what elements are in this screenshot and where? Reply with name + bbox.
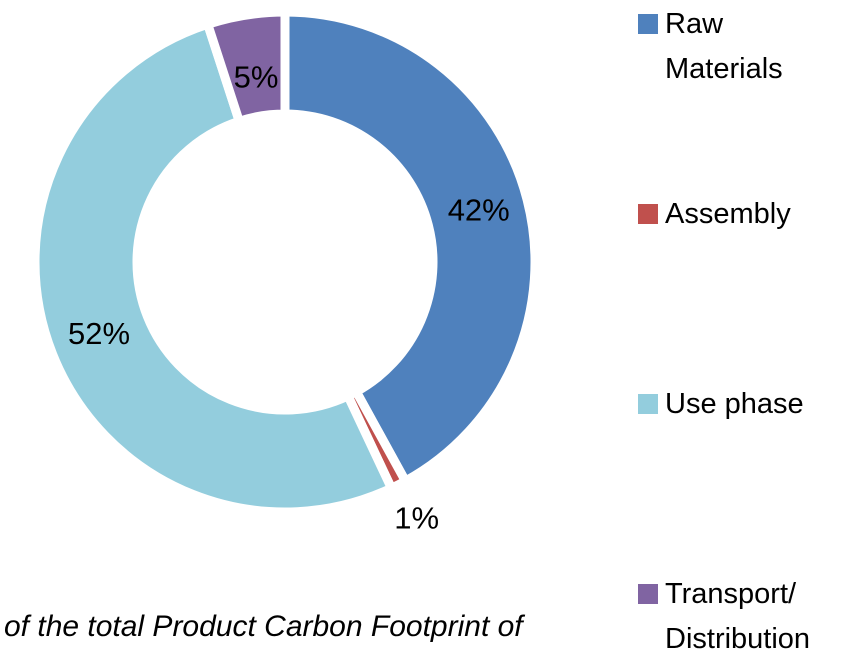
legend-swatch — [638, 584, 658, 604]
data-label: 5% — [234, 59, 279, 94]
legend-label: Transport/ Distribution — [665, 578, 811, 655]
legend-label: Assembly — [665, 198, 791, 230]
legend-label: Raw Materials — [665, 8, 783, 85]
legend-swatch — [638, 394, 658, 414]
legend-swatch — [638, 204, 658, 224]
donut-slice — [280, 7, 540, 488]
data-label: 1% — [394, 501, 439, 536]
data-label: 52% — [68, 316, 130, 351]
legend-swatch — [638, 14, 658, 34]
donut-slice — [30, 18, 398, 517]
data-label: 42% — [448, 192, 510, 227]
caption: of the total Product Carbon Footprint of — [4, 610, 523, 643]
donut-slice — [202, 7, 290, 127]
legend-label: Use phase — [665, 388, 804, 420]
